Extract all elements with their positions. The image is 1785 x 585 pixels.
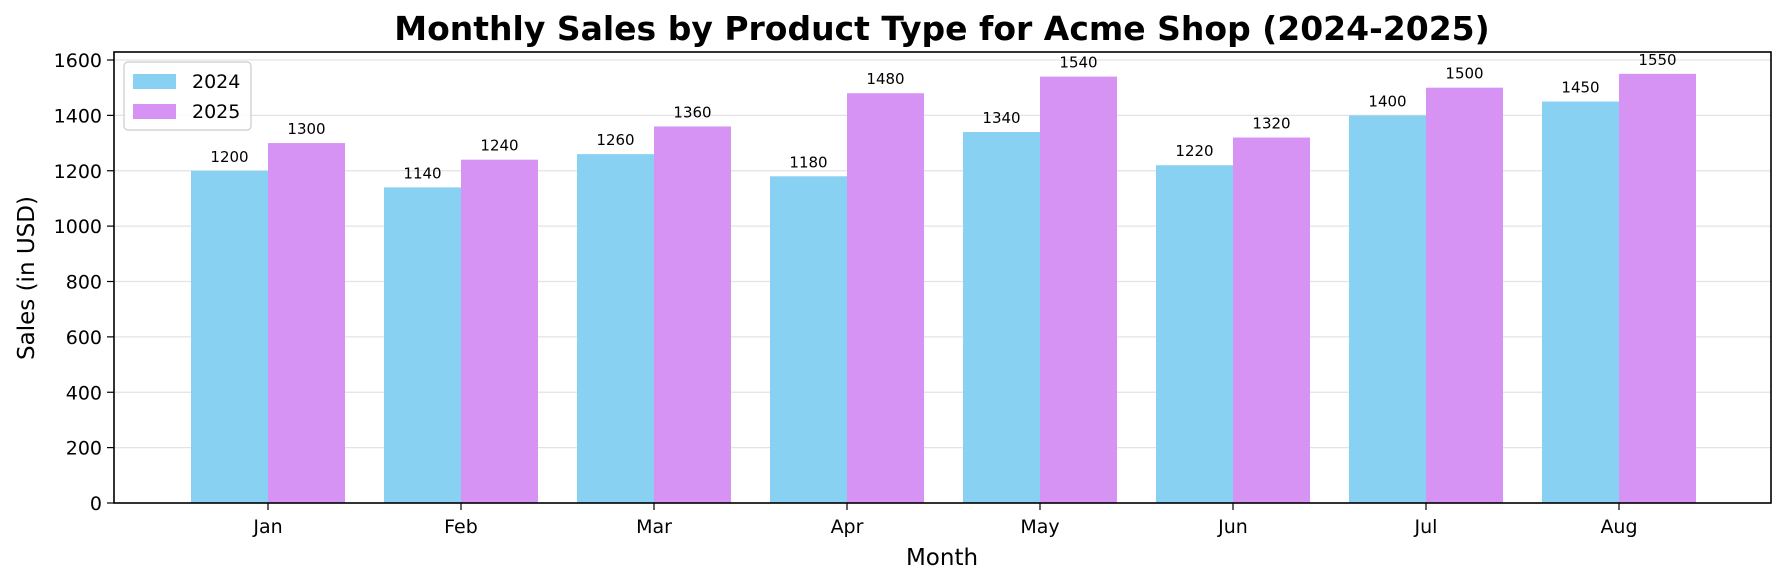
bar-label: 1220	[1175, 142, 1213, 160]
bar-2024-may	[963, 131, 1040, 504]
x-tick-label: Feb	[444, 516, 478, 538]
x-tick-label: Mar	[636, 516, 672, 538]
bar-2024-jan	[191, 170, 268, 503]
bar-label: 1550	[1638, 51, 1676, 69]
y-tick-label: 800	[66, 272, 102, 294]
bar-label: 1140	[403, 164, 441, 182]
y-tick-label: 200	[66, 438, 102, 460]
x-tick-label: May	[1020, 516, 1059, 538]
bar-2025-feb	[461, 159, 538, 504]
bar-label: 1200	[210, 148, 248, 166]
legend-swatch-2024	[133, 74, 176, 89]
bar-label: 1260	[596, 131, 634, 149]
y-tick-label: 0	[90, 493, 102, 515]
gridlines	[114, 59, 1771, 504]
bar-label: 1450	[1561, 79, 1599, 97]
bar-2024-mar	[577, 154, 654, 503]
bar-label: 1340	[982, 109, 1020, 127]
y-axis-label: Sales (in USD)	[14, 196, 40, 360]
x-tick-label: Jun	[1217, 516, 1248, 538]
bar-2025-apr	[847, 93, 924, 503]
x-tick-label: Apr	[831, 516, 864, 538]
y-tick-label: 600	[66, 327, 102, 349]
bar-label: 1540	[1059, 54, 1097, 72]
x-axis: Jan Feb Mar Apr May Jun Jul Aug	[252, 503, 1638, 538]
legend-label: 2025	[192, 101, 240, 123]
bar-label: 1180	[789, 153, 827, 171]
bar-label: 1240	[480, 137, 518, 155]
bar-2025-may	[1040, 76, 1117, 504]
bar-2024-apr	[770, 176, 847, 503]
x-tick-label: Aug	[1600, 516, 1637, 538]
bar-2025-mar	[654, 126, 731, 503]
y-tick-label: 1200	[54, 161, 102, 183]
bar-2025-jun	[1233, 137, 1310, 503]
legend-label: 2024	[192, 71, 240, 93]
y-tick-label: 1000	[54, 216, 102, 238]
plot-frame	[113, 51, 1772, 504]
bar-2024-aug	[1542, 101, 1619, 503]
bar-label: 1360	[673, 103, 711, 121]
bars	[191, 73, 1696, 504]
legend: 2024 2025	[123, 61, 252, 131]
x-axis-label: Month	[906, 545, 978, 571]
bar-label: 1480	[866, 70, 904, 88]
bar-label: 1400	[1368, 92, 1406, 110]
legend-swatch-2025	[133, 104, 176, 119]
bar-labels: 1200 1300 1140 1240 1260 1360 1180 1480 1340 1540…	[210, 51, 1676, 183]
y-tick-label: 400	[66, 382, 102, 404]
bar-2024-jul	[1349, 115, 1426, 503]
y-axis: 0 200 400 600 800 1000 1200 1400 1600	[54, 50, 114, 515]
y-tick-label: 1600	[54, 50, 102, 72]
chart-title: Monthly Sales by Product Type for Acme S…	[394, 9, 1489, 48]
bar-2025-jan	[268, 143, 345, 503]
y-tick-label: 1400	[54, 105, 102, 127]
bar-2024-jun	[1156, 165, 1233, 503]
bar-label: 1320	[1252, 115, 1290, 133]
bar-2025-jul	[1426, 87, 1503, 503]
bar-2025-aug	[1619, 73, 1696, 503]
bar-label: 1300	[287, 120, 325, 138]
bar-label: 1500	[1445, 65, 1483, 83]
bar-2024-feb	[384, 187, 461, 504]
x-tick-label: Jan	[252, 516, 282, 538]
x-tick-label: Jul	[1414, 516, 1438, 538]
